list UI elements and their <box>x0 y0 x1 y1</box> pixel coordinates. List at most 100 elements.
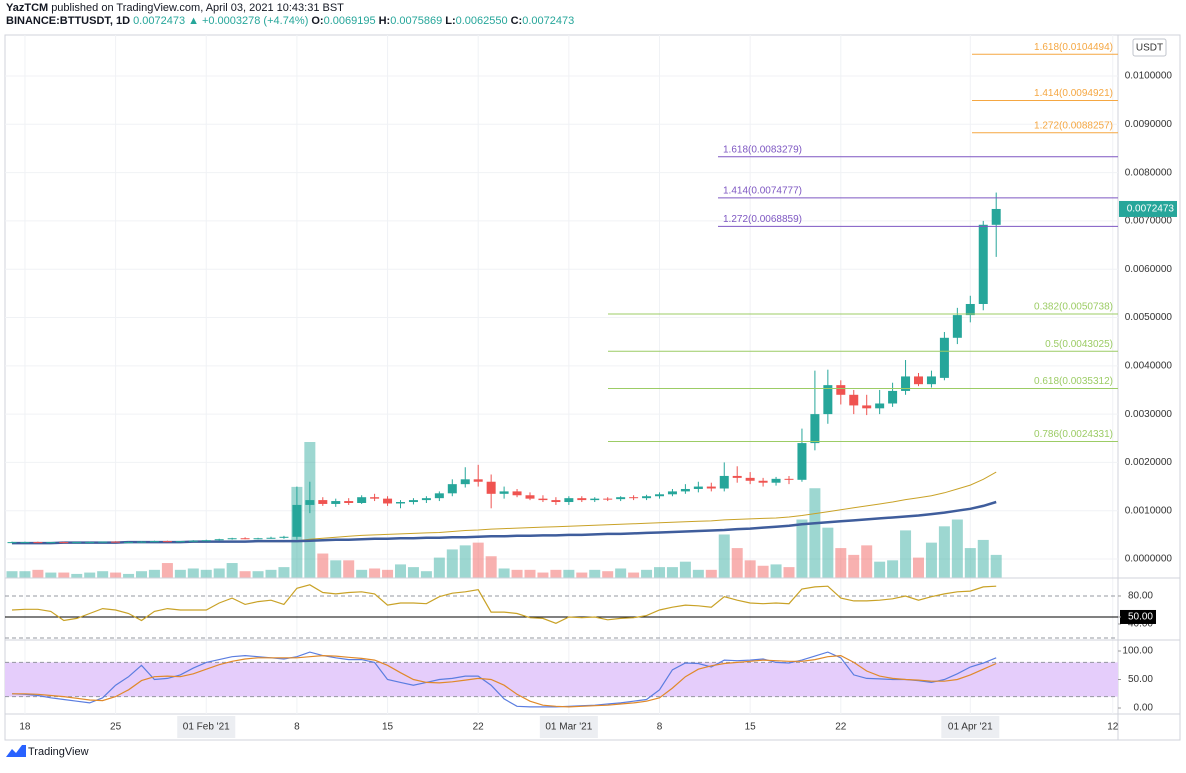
volume-bar <box>136 571 147 578</box>
x-label-box <box>941 716 1000 738</box>
candle-body <box>266 537 276 539</box>
fib-label: 1.618(0.0104494) <box>1034 42 1113 53</box>
volume-bar <box>19 571 31 578</box>
ohlc-key: L: <box>445 15 456 27</box>
fib-label: 0.382(0.0050738) <box>1034 302 1113 313</box>
symbol: BINANCE:BTTUSDT, 1D <box>6 15 131 27</box>
volume-bar <box>226 563 238 578</box>
volume-bar <box>187 568 199 578</box>
candle-body <box>124 542 134 544</box>
y-tick-label: 80.00 <box>1128 591 1153 602</box>
candle-body <box>577 498 587 501</box>
volume-bar <box>278 567 290 578</box>
candle-body <box>408 500 418 503</box>
volume-bar <box>744 560 756 578</box>
volume-bar <box>692 569 704 578</box>
volume-bar <box>731 548 743 578</box>
volume-bar <box>900 530 912 578</box>
tick-box <box>1120 609 1156 624</box>
volume-bar <box>641 569 653 578</box>
candle-body <box>823 385 833 415</box>
candle-body <box>137 541 146 543</box>
volume-bar <box>679 561 691 578</box>
candle-body <box>149 541 159 543</box>
y-tick-label: 0.0060000 <box>1125 264 1173 275</box>
candle-body <box>914 376 923 385</box>
volume-bar <box>369 568 381 578</box>
volume-bar <box>174 569 186 578</box>
last-price: 0.0072473 <box>1127 204 1175 215</box>
candle-body <box>771 478 781 483</box>
candle-body <box>279 536 289 538</box>
ohlc-key: H: <box>378 15 391 27</box>
currency: USDT <box>1136 43 1163 54</box>
y-tick-label: 40.00 <box>1128 619 1153 630</box>
candle-body <box>331 501 341 504</box>
candle-body <box>629 497 639 499</box>
candle-body <box>758 480 768 483</box>
y-tick-label: 0.0000000 <box>1125 554 1173 565</box>
header-line: BINANCE:BTTUSDT, 1D 0.0072473 ▲ +0.0003278 … <box>6 15 580 28</box>
fib-label: 0.618(0.0035312) <box>1034 376 1113 387</box>
fib-label: 0.5(0.0043025) <box>1045 339 1113 350</box>
volume-bar <box>356 569 368 578</box>
candle-body <box>965 303 975 316</box>
volume-bar <box>576 572 588 578</box>
ohlc-value: 0.0072473 <box>522 15 575 27</box>
y-tick-label: 0.0100000 <box>1125 71 1173 82</box>
x-tick-label: 01 Mar '21 <box>545 722 592 733</box>
frame <box>4 34 1181 741</box>
candle-body <box>486 481 496 494</box>
candle-body <box>784 478 794 480</box>
x-tick-label: 25 <box>110 722 122 733</box>
y-tick-label: 0.0040000 <box>1125 360 1173 371</box>
logo: TradingView <box>6 745 89 758</box>
candle-body <box>732 475 742 478</box>
volume-bar <box>913 557 924 578</box>
candle-body <box>655 494 664 497</box>
volume-bar <box>32 569 44 578</box>
candle-body <box>849 394 859 406</box>
y-tick-label: 0.0010000 <box>1125 505 1173 516</box>
volume-bar <box>887 560 899 578</box>
volume-bar <box>874 561 886 578</box>
volume-bar <box>537 572 549 578</box>
volume-bar <box>343 560 355 578</box>
candle-body <box>616 497 626 500</box>
y-tick-label: 0.0050000 <box>1125 312 1173 323</box>
fib-label: 1.272(0.0088257) <box>1034 120 1113 131</box>
volume-bar <box>718 534 730 578</box>
volume-bar <box>161 563 173 578</box>
header: YazTCM published on TradingView.com, Apri… <box>6 2 580 28</box>
candle-body <box>926 376 936 385</box>
volume-bar <box>990 554 1002 578</box>
volume-bar <box>615 568 627 578</box>
y-tick-label: 50.00 <box>1128 674 1153 685</box>
volume-bar <box>822 527 834 578</box>
candle-body <box>421 498 431 501</box>
volume-bar <box>97 571 109 578</box>
candle-body <box>939 337 949 378</box>
volume-bar <box>848 554 860 578</box>
candle-body <box>85 542 95 544</box>
candle-body <box>175 541 185 543</box>
candle-body <box>706 486 716 489</box>
candle-body <box>551 500 561 503</box>
volume-bar <box>835 548 847 578</box>
fib-label: 0.786(0.0024331) <box>1034 429 1113 440</box>
x-tick-label: 18 <box>19 722 31 733</box>
indicator-line <box>11 584 997 624</box>
fib-label: 1.414(0.0074777) <box>723 185 802 196</box>
ohlc-key: O: <box>311 15 324 27</box>
candle-body <box>590 498 600 501</box>
candle-body <box>447 484 457 494</box>
ohlc: O:0.0069195 H:0.0075869 L:0.0062550 C:0.007… <box>311 15 577 27</box>
volume-bar <box>252 571 264 578</box>
volume-bar <box>757 565 769 578</box>
volume-bar <box>511 569 523 578</box>
x-tick-label: 12 <box>1107 722 1119 733</box>
volume-bar <box>433 557 445 578</box>
candle-body <box>901 376 911 391</box>
volume-bar <box>550 569 562 578</box>
